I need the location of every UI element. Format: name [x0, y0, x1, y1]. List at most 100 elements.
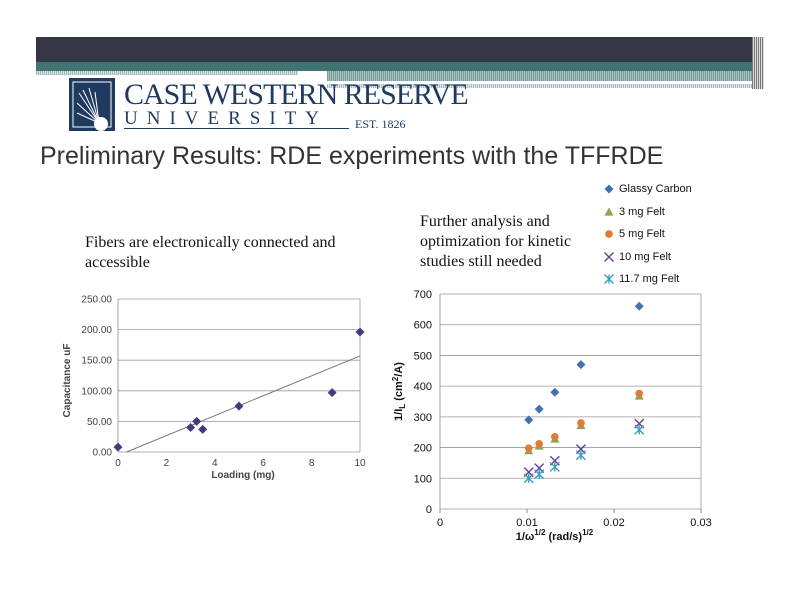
y-axis-label-part: L	[398, 404, 407, 409]
x-tick-label: 10	[354, 458, 366, 469]
y-tick-label: 500	[414, 350, 432, 362]
legend-item: 5 mg Felt	[603, 223, 692, 246]
data-point-star	[549, 461, 560, 472]
x-tick-label: 0.01	[516, 517, 537, 529]
y-tick-label: 50.00	[87, 417, 112, 428]
y-tick-label: 300	[414, 412, 432, 424]
header-stripe	[327, 71, 752, 81]
y-tick-label: 400	[414, 381, 432, 393]
capacitance-chart: 0.00 50.00 100.00 150.00 200.00 250.00 0 2 4 6 8 10…	[62, 295, 366, 482]
y-tick-label: 100.00	[81, 386, 112, 397]
data-point-diamond	[604, 184, 614, 194]
y-tick-label: 200.00	[81, 325, 112, 336]
university-logo-icon	[69, 78, 115, 131]
x-axis-label: 1/ω1/2 (rad/s)1/2	[516, 528, 594, 543]
y-axis-label-part: /A)	[393, 362, 405, 377]
header-band-accent	[36, 62, 752, 71]
x-tick-label: 4	[212, 458, 218, 469]
y-tick-label: 100	[414, 473, 432, 485]
x-tick-label: 0	[115, 458, 121, 469]
data-point-diamond	[534, 404, 544, 414]
header-band	[36, 37, 752, 62]
data-point-diamond	[634, 301, 644, 311]
x-tick-label: 2	[164, 458, 170, 469]
chart-legend: Glassy Carbon 3 mg Felt 5 mg Felt 10 mg Fel…	[603, 178, 692, 291]
y-axis-label-part: 2	[391, 376, 400, 381]
data-point-circle	[551, 432, 559, 441]
legend-label: 3 mg Felt	[619, 205, 665, 218]
legend-item: 10 mg Felt	[603, 246, 692, 269]
data-point-diamond	[198, 424, 208, 434]
y-axis-label: 1/IL (cm2/A)	[391, 362, 407, 421]
data-point-diamond	[113, 442, 123, 452]
x-axis-label: Loading (mg)	[211, 470, 274, 481]
y-tick-label: 700	[414, 289, 432, 301]
x-axis-label-part: (rad/s)	[545, 531, 582, 543]
data-point-star	[534, 469, 545, 480]
header-stripe	[36, 71, 298, 75]
caption-right: Further analysis and optimization for ki…	[420, 213, 572, 270]
data-point-circle	[605, 230, 613, 239]
x-tick-label: 0.03	[690, 517, 711, 529]
series-11-7-mg-felt	[523, 424, 645, 484]
legend-marker-circle-icon	[605, 230, 613, 239]
logo-university: UNIVERSITY	[124, 108, 328, 129]
x-axis-label-part: 1/2	[534, 528, 546, 537]
data-point-star	[634, 424, 645, 435]
data-point-diamond	[234, 401, 244, 411]
trendline	[126, 355, 361, 453]
x-tick-label: 0	[437, 517, 443, 529]
caption-left: Fibers are electronically connected and …	[85, 234, 336, 271]
x-tick-label: 8	[309, 458, 315, 469]
y-axis-label: Capacitance uF	[62, 344, 73, 418]
logo-name: CASE WESTERN RESERVE	[124, 78, 469, 111]
y-tick-label: 0	[426, 504, 432, 516]
slide-title: Preliminary Results: RDE experiments wit…	[40, 142, 664, 170]
data-point-diamond	[192, 416, 202, 426]
legend-marker-star-icon	[604, 274, 614, 285]
data-point-x	[604, 251, 614, 262]
x-axis-label-part: 1/2	[582, 528, 594, 537]
x-tick-label: 6	[260, 458, 266, 469]
legend-label: 5 mg Felt	[619, 228, 665, 241]
legend-label: 10 mg Felt	[619, 250, 671, 263]
y-tick-label: 600	[414, 320, 432, 332]
x-axis-label-part: 1/ω	[516, 531, 534, 543]
data-point-circle	[535, 440, 544, 448]
legend-marker-triangle-icon	[604, 207, 614, 216]
y-tick-label: 0.00	[93, 448, 113, 459]
data-point-triangle	[604, 207, 614, 216]
series-5-mg-felt	[524, 389, 644, 453]
y-tick-label: 250.00	[81, 295, 112, 306]
data-point-star	[604, 274, 614, 285]
data-point-diamond	[576, 360, 586, 370]
data-point-circle	[577, 419, 585, 427]
data-point-circle	[524, 444, 533, 453]
legend-marker-x-icon	[604, 251, 614, 262]
legend-label: 11.7 mg Felt	[619, 273, 680, 286]
logo-est: EST. 1826	[355, 117, 406, 131]
y-axis-label-part: (cm	[393, 381, 405, 404]
y-tick-label: 150.00	[81, 356, 112, 367]
y-axis-label-part: 1/I	[393, 409, 405, 421]
data-point-diamond	[186, 423, 196, 433]
data-point-star	[523, 473, 534, 484]
legend-item: 3 mg Felt	[603, 201, 692, 224]
legend-item: 11.7 mg Felt	[603, 268, 692, 291]
logo-divider	[124, 128, 349, 129]
data-point-diamond	[327, 388, 337, 398]
data-point-diamond	[550, 387, 560, 397]
data-point-diamond	[355, 327, 365, 337]
header-stripe	[327, 84, 752, 88]
x-tick-label: 0.02	[603, 517, 624, 529]
data-point-star	[575, 450, 586, 461]
legend-label: Glassy Carbon	[619, 183, 692, 196]
data-point-diamond	[524, 415, 534, 425]
legend-marker-diamond-icon	[604, 184, 614, 194]
header-stripe	[752, 37, 764, 89]
legend-item: Glassy Carbon	[603, 178, 692, 201]
series-glassy-carbon	[524, 301, 644, 425]
data-point-circle	[635, 389, 644, 398]
